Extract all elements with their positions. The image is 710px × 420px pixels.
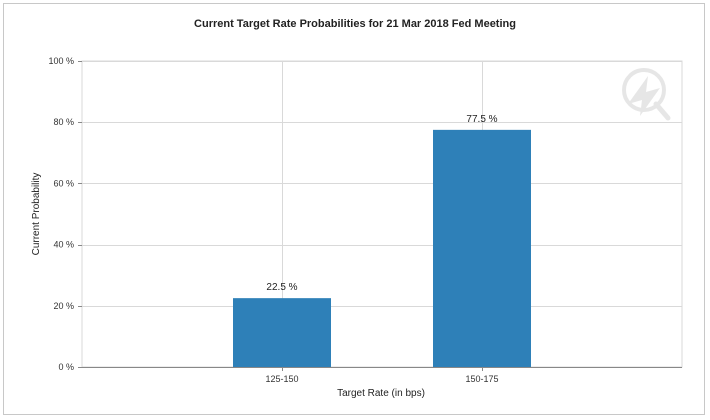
- y-tick-label: 40 %: [53, 240, 74, 250]
- bar-150-175: [433, 129, 531, 367]
- y-tick-label: 80 %: [53, 117, 74, 127]
- x-tick-label: 150-175: [465, 374, 498, 384]
- chart-frame: [3, 3, 705, 415]
- x-tick-label: 125-150: [265, 374, 298, 384]
- x-axis-ticks: 125-150 150-175: [265, 367, 499, 384]
- y-tick-label: 100 %: [48, 56, 74, 66]
- bars: 22.5 % 77.5 %: [233, 114, 531, 367]
- x-axis-label: Target Rate (in bps): [337, 388, 425, 399]
- bar-125-150: [233, 298, 331, 367]
- y-axis-label: Current Probability: [31, 173, 42, 256]
- y-tick-label: 0 %: [58, 362, 74, 372]
- y-tick-label: 60 %: [53, 178, 74, 188]
- plot-area-border: [81, 60, 683, 368]
- y-axis-ticks: 0 % 20 % 40 % 60 % 80 % 100 %: [48, 56, 82, 372]
- gridlines: [81, 60, 683, 368]
- data-label: 77.5 %: [466, 114, 497, 125]
- chart-title: Current Target Rate Probabilities for 21…: [194, 18, 516, 30]
- y-tick-label: 20 %: [53, 301, 74, 311]
- data-label: 22.5 %: [266, 282, 297, 293]
- watermark-logo: [622, 68, 671, 121]
